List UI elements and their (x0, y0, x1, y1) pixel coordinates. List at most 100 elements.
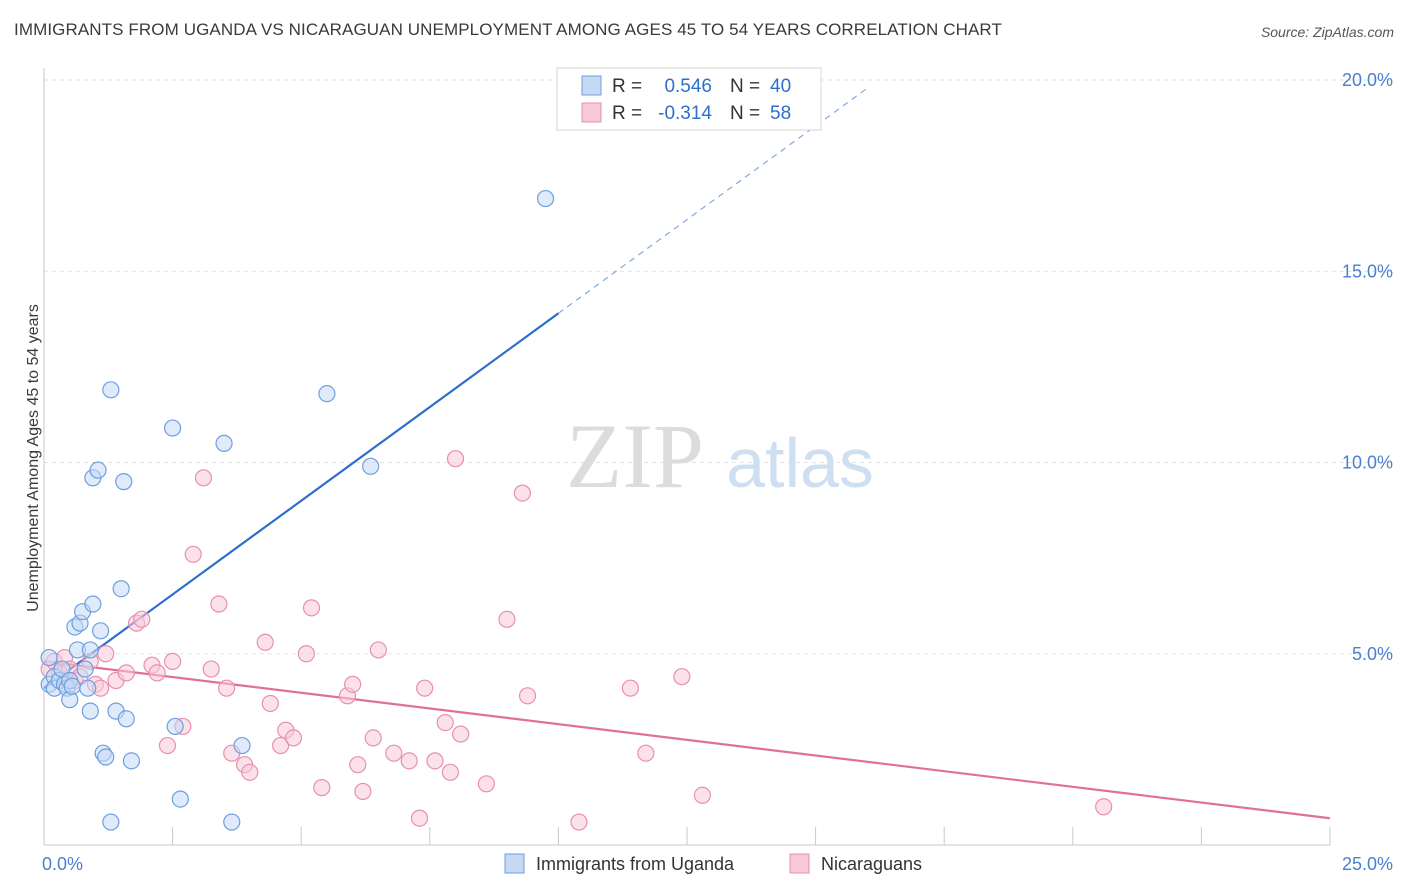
x-tick-label: 0.0% (42, 854, 83, 874)
legend-n-value: 40 (770, 76, 791, 97)
x-tick-label: 25.0% (1342, 854, 1393, 874)
nicaraguan-point (117, 664, 135, 682)
legend-r-label: R = (612, 76, 642, 97)
nicaraguan-point (261, 694, 279, 713)
legend-series-swatch-2 (789, 853, 810, 874)
uganda-point (63, 677, 81, 695)
legend-swatch-2 (581, 102, 602, 123)
legend-r-value: 0.546 (664, 76, 712, 97)
nicaraguan-point (158, 736, 177, 755)
trend-line-extension-1 (558, 87, 868, 314)
y-axis-label: Unemployment Among Ages 45 to 54 years (25, 304, 42, 612)
nicaraguan-point (518, 687, 537, 705)
uganda-point (91, 622, 110, 640)
nicaraguan-point (452, 725, 470, 743)
uganda-point (233, 736, 251, 755)
y-tick-label: 10.0% (1342, 453, 1393, 473)
legend-n-value: 58 (770, 103, 791, 124)
uganda-point (318, 385, 336, 403)
nicaraguan-point (441, 763, 459, 781)
uganda-point (81, 702, 99, 720)
nicaraguan-point (194, 469, 213, 487)
uganda-point (171, 790, 189, 808)
source-credit: Source: ZipAtlas.com (1260, 24, 1394, 40)
nicaraguan-point (364, 729, 382, 747)
uganda-point (166, 717, 184, 736)
axes (43, 68, 1331, 846)
uganda-point (40, 648, 58, 667)
nicaraguan-point (297, 645, 315, 663)
nicaraguan-point (272, 736, 290, 755)
nicaraguan-point (284, 729, 303, 747)
data-points (40, 189, 1113, 831)
nicaraguan-point (410, 809, 429, 827)
nicaraguan-point (218, 679, 236, 697)
y-tick-label: 5.0% (1352, 644, 1393, 664)
nicaraguan-point (513, 484, 531, 502)
trend-line-1 (43, 312, 560, 690)
uganda-point (76, 660, 94, 678)
nicaraguan-point (693, 786, 712, 804)
nicaraguan-point (570, 813, 588, 831)
legend-r-label: R = (612, 103, 642, 124)
legend-series-label-1: Immigrants from Uganda (536, 854, 735, 874)
nicaraguan-point (446, 450, 465, 468)
uganda-point (79, 679, 97, 697)
nicaraguan-point (349, 756, 367, 774)
uganda-point (215, 434, 233, 452)
nicaraguan-point (210, 595, 228, 613)
nicaraguan-point (313, 779, 331, 797)
uganda-point (122, 752, 141, 770)
nicaraguan-point (637, 744, 655, 762)
nicaraguan-point (256, 633, 274, 651)
uganda-point (97, 748, 115, 766)
uganda-point (112, 580, 130, 598)
legend-n-label: N = (730, 103, 760, 124)
legend-series-label-2: Nicaraguans (821, 854, 922, 874)
watermark-atlas: atlas (726, 424, 874, 502)
nicaraguan-point (436, 713, 454, 732)
nicaraguan-point (148, 664, 166, 682)
uganda-point (362, 457, 380, 475)
uganda-point (81, 641, 99, 659)
nicaraguan-point (385, 744, 403, 762)
legend-series: Immigrants from Uganda Nicaraguans (504, 853, 922, 874)
trend-line-2 (43, 660, 1331, 820)
nicaraguan-point (426, 752, 444, 770)
uganda-point (164, 419, 182, 437)
nicaraguan-point (164, 652, 182, 671)
nicaraguan-point (241, 763, 259, 781)
nicaraguan-point (400, 752, 418, 770)
nicaraguan-point (344, 675, 362, 693)
nicaraguan-point (97, 645, 115, 663)
legend-series-swatch-1 (504, 853, 525, 874)
nicaraguan-point (621, 679, 640, 697)
uganda-point (115, 473, 133, 491)
nicaraguan-point (416, 679, 434, 697)
nicaraguan-point (202, 660, 220, 678)
watermark-zip: ZIP (566, 405, 704, 507)
uganda-point (84, 595, 102, 613)
uganda-point (536, 189, 555, 208)
nicaraguan-point (369, 641, 387, 659)
tick-labels: 5.0% 10.0% 15.0% 20.0% 0.0% 25.0% (42, 70, 1393, 874)
chart-title: IMMIGRANTS FROM UGANDA VS NICARAGUAN UNE… (14, 20, 1002, 39)
uganda-point (223, 813, 241, 831)
nicaraguan-point (673, 668, 691, 686)
uganda-point (117, 710, 135, 728)
nicaraguan-point (354, 782, 372, 801)
nicaraguan-point (184, 545, 202, 563)
legend-r-value: -0.314 (658, 103, 712, 124)
nicaraguan-point (477, 775, 495, 793)
legend-swatch-1 (581, 75, 602, 96)
nicaraguan-point (1095, 798, 1113, 816)
y-tick-label: 20.0% (1342, 70, 1393, 90)
uganda-point (89, 461, 107, 479)
legend-n-label: N = (730, 76, 760, 97)
nicaraguan-point (498, 610, 516, 628)
y-tick-label: 15.0% (1342, 261, 1393, 281)
uganda-point (102, 813, 120, 831)
nicaraguan-point (302, 599, 321, 617)
nicaraguan-point (133, 610, 151, 628)
